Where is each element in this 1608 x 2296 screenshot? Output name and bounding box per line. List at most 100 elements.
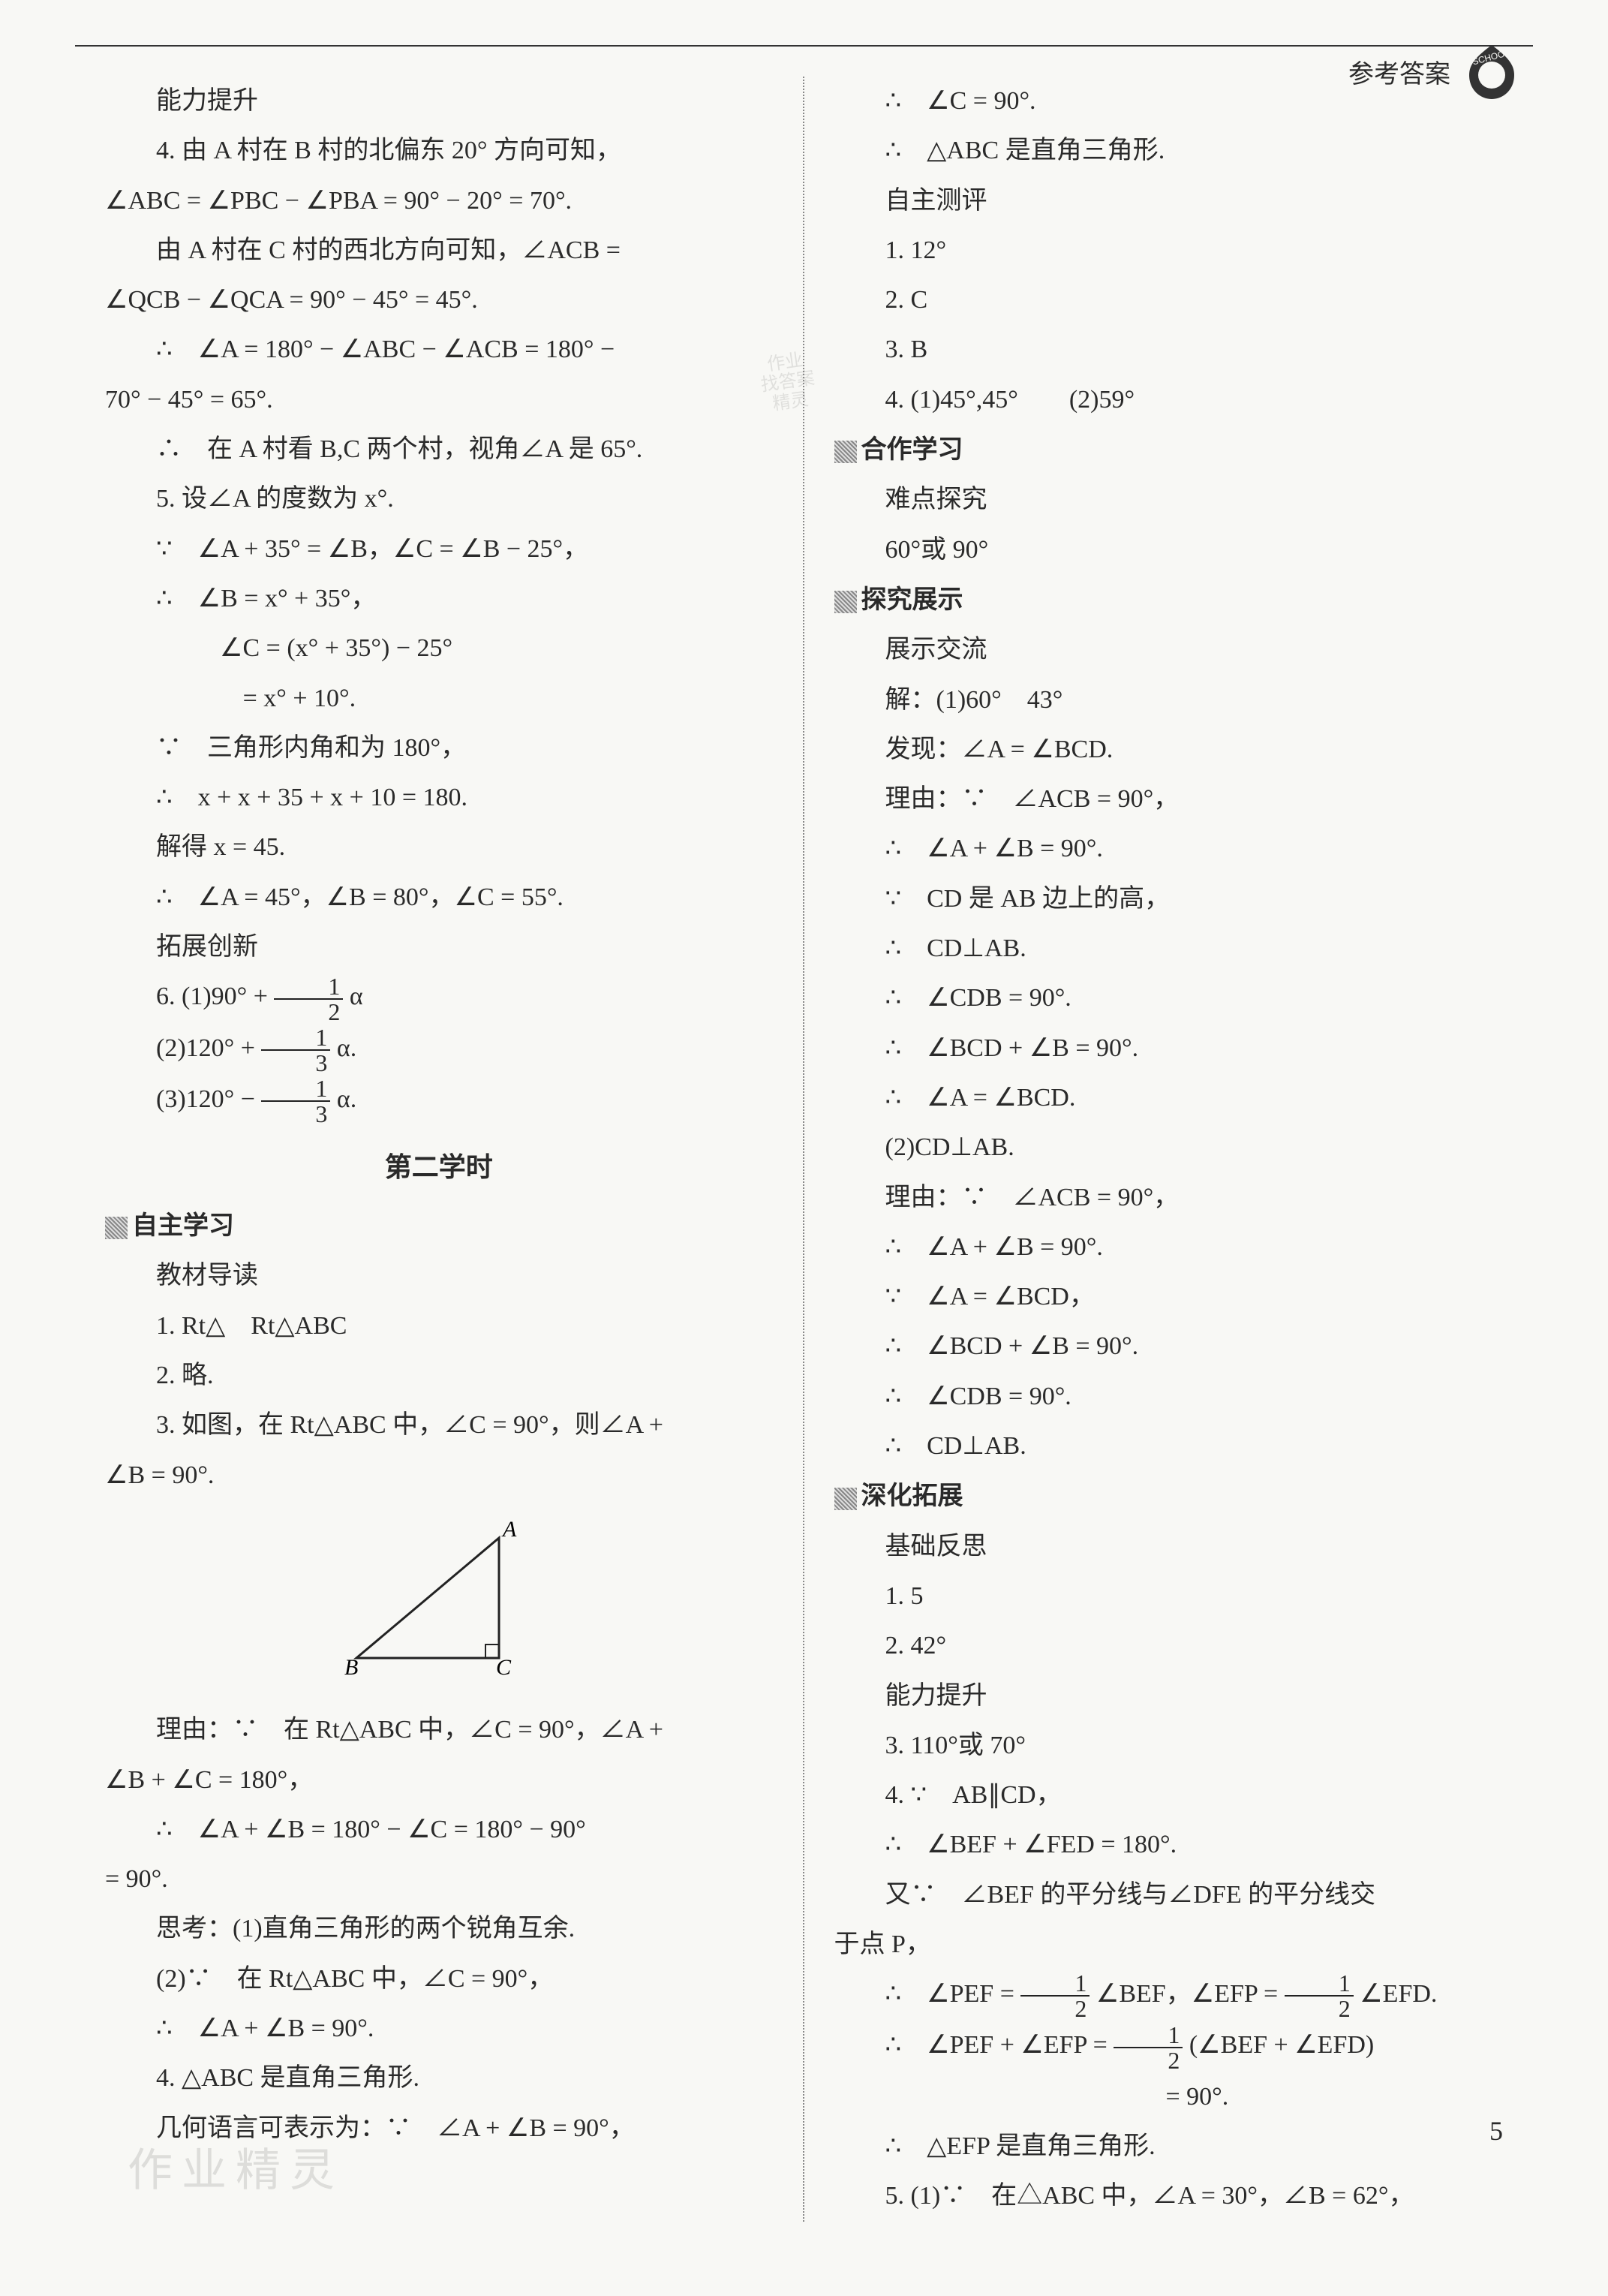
text-line: ∴ ∠A + ∠B = 90°. [105,2004,773,2054]
text-line: ∴ ∠A + ∠B = 180° − ∠C = 180° − 90° [105,1805,773,1855]
vertex-label: B [344,1655,358,1680]
text-line: ∠C = (x° + 35°) − 25° [105,624,773,673]
section-marker-icon [834,1488,857,1510]
frag: 6. (1)90° + [156,982,274,1010]
text-line: (2)∵ 在 Rt△ABC 中，∠C = 90°， [105,1954,773,2004]
text-line: ∴ 在 A 村看 B,C 两个村，视角∠A 是 65°. [105,425,773,474]
vertex-label: C [496,1655,512,1680]
text-line: ∴ ∠BCD + ∠B = 90°. [834,1024,1504,1073]
text-line: ∴ ∠B = x° + 35°， [105,574,773,624]
frag: α. [337,1034,356,1062]
text-line: ∴ ∠BCD + ∠B = 90°. [834,1322,1504,1371]
text-line: 2. C [834,275,1504,325]
text-line: ∴ ∠PEF + ∠EFP = 12 (∠BEF + ∠EFD) [834,2021,1504,2072]
text-line: 3. 如图，在 Rt△ABC 中，∠C = 90°，则∠A + [105,1401,773,1450]
text-line: ∠ABC = ∠PBC − ∠PBA = 90° − 20° = 70°. [105,176,773,226]
frag: (∠BEF + ∠EFD) [1189,2031,1374,2059]
text-line: 理由：∵ ∠ACB = 90°， [834,1173,1504,1223]
text-line: ∴ CD⊥AB. [834,924,1504,973]
text-line: 6. (1)90° + 12 α [105,972,773,1023]
text-line: 2. 略. [105,1351,773,1401]
fraction: 12 [274,974,343,1024]
text-line: 5. (1)∵ 在△ABC 中，∠A = 30°，∠B = 62°， [834,2171,1504,2221]
text-line: 发现：∠A = ∠BCD. [834,725,1504,775]
text-line: 1. 12° [834,226,1504,275]
text-line: ∴ ∠BEF + ∠FED = 180°. [834,1820,1504,1870]
text-line: 4. ∵ AB∥CD， [834,1771,1504,1820]
frag: α [350,982,363,1010]
fraction: 12 [1285,1971,1354,2021]
text-line: ∴ CD⊥AB. [834,1422,1504,1471]
text-line: 由 A 村在 C 村的西北方向可知，∠ACB = [105,226,773,275]
text-line: ∴ ∠CDB = 90°. [834,973,1504,1023]
text-line: = 90°. [834,2072,1504,2122]
section-marker-icon [834,441,857,463]
text-line: ∵ ∠A = ∠BCD， [834,1272,1504,1322]
frag: ∴ ∠PEF = [885,1980,1021,2008]
text-line: 理由：∵ 在 Rt△ABC 中，∠C = 90°，∠A + [105,1705,773,1755]
left-column: 能力提升 4. 由 A 村在 B 村的北偏东 20° 方向可知， ∠ABC = … [75,77,804,2222]
text-line: ∴ ∠C = 90°. [834,77,1504,126]
text-line: 基础反思 [834,1522,1504,1572]
text-line: ∴ △ABC 是直角三角形. [834,126,1504,176]
fraction: 13 [261,1025,330,1075]
text-line: (2)120° + 13 α. [105,1024,773,1075]
text-line: 难点探究 [834,475,1504,525]
section-heading: 自主学习 [105,1201,773,1251]
right-column: ∴ ∠C = 90°. ∴ △ABC 是直角三角形. 自主测评 1. 12° 2… [804,77,1534,2222]
text-line: 5. 设∠A 的度数为 x°. [105,474,773,524]
text-line: = 90°. [105,1855,773,1904]
text-line: 能力提升 [834,1672,1504,1721]
frag: ∠BEF，∠EFP = [1096,1980,1285,2008]
text-line: 4. 由 A 村在 B 村的北偏东 20° 方向可知， [105,126,773,176]
lesson-heading: 第二学时 [105,1141,773,1193]
text-line: 理由：∵ ∠ACB = 90°， [834,775,1504,824]
text-line: ∴ ∠PEF = 12 ∠BEF，∠EFP = 12 ∠EFD. [834,1970,1504,2021]
text-line: 拓展创新 [105,922,773,972]
text-line: ∵ ∠A + 35° = ∠B，∠C = ∠B − 25°， [105,525,773,574]
text-line: (3)120° − 13 α. [105,1075,773,1126]
text-line: 教材导读 [105,1251,773,1301]
section-marker-icon [105,1217,128,1239]
header-rule [75,45,1533,47]
text-line: 又∵ ∠BEF 的平分线与∠DFE 的平分线交 [834,1870,1504,1920]
text-line: 展示交流 [834,625,1504,675]
text-line: ∴ ∠A + ∠B = 90°. [834,824,1504,874]
text-line: 60°或 90° [834,525,1504,575]
frag: α. [337,1085,356,1113]
page-number: 5 [1489,2115,1503,2147]
frag: (2)120° + [156,1034,261,1062]
text-line: ∠B + ∠C = 180°， [105,1756,773,1805]
text-line: 70° − 45° = 65°. [105,375,773,425]
text-line: = x° + 10°. [105,674,773,724]
section-heading: 合作学习 [834,425,1504,475]
text-line: ∴ ∠A = ∠BCD. [834,1073,1504,1123]
text-line: (2)CD⊥AB. [834,1123,1504,1172]
text-line: 思考：(1)直角三角形的两个锐角互余. [105,1904,773,1954]
text-line: ∴ ∠A + ∠B = 90°. [834,1223,1504,1272]
section-heading: 探究展示 [834,575,1504,625]
text-line: ∴ ∠A = 45°，∠B = 80°，∠C = 55°. [105,873,773,922]
text-line: ∴ x + x + 35 + x + 10 = 180. [105,773,773,823]
text-line: 1. Rt△ Rt△ABC [105,1301,773,1351]
text-line: ∴ ∠CDB = 90°. [834,1372,1504,1422]
frag: ∴ ∠PEF + ∠EFP = [885,2031,1114,2059]
section-marker-icon [834,591,857,613]
text-line: 2. 42° [834,1621,1504,1671]
text-line: 能力提升 [105,77,773,126]
text-line: 于点 P， [834,1920,1504,1970]
content-columns: 能力提升 4. 由 A 村在 B 村的北偏东 20° 方向可知， ∠ABC = … [75,77,1533,2222]
frag: (3)120° − [156,1085,261,1113]
text-line: ∵ 三角形内角和为 180°， [105,724,773,773]
text-line: 3. B [834,325,1504,375]
text-line: ∵ CD 是 AB 边上的高， [834,874,1504,924]
text-line: 解：(1)60° 43° [834,676,1504,725]
text-line: 1. 5 [834,1572,1504,1621]
fraction: 12 [1020,1971,1090,2021]
text-line: ∴ ∠A = 180° − ∠ABC − ∠ACB = 180° − [105,325,773,375]
text-line: 4. (1)45°,45° (2)59° [834,375,1504,425]
frag: ∠EFD. [1360,1980,1437,2008]
text-line: 自主测评 [834,176,1504,226]
fraction: 13 [261,1076,330,1126]
text-line: 3. 110°或 70° [834,1721,1504,1771]
